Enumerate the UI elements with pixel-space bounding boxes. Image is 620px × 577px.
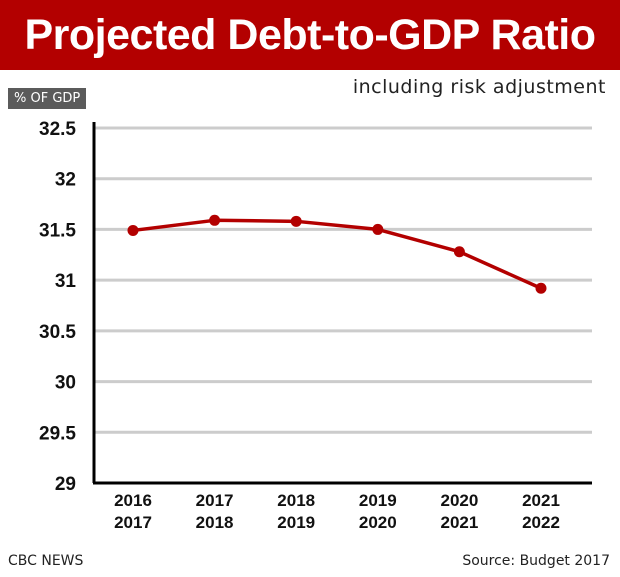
x-tick-label: 2017 2018: [196, 491, 234, 532]
data-point: [209, 214, 221, 226]
data-point: [127, 224, 139, 236]
data-point: [453, 246, 465, 258]
y-tick-label: 30: [55, 373, 76, 394]
title-bar: Projected Debt-to-GDP Ratio: [0, 0, 620, 70]
axes: [92, 122, 592, 485]
data-point: [535, 282, 547, 294]
series-line: [132, 218, 542, 290]
y-tick-label: 31.5: [39, 220, 76, 241]
y-tick-label: 29.5: [39, 423, 76, 444]
x-tick-label: 2018 2019: [277, 491, 315, 532]
y-tick-label: 29: [55, 474, 76, 495]
y-tick-label: 31: [55, 271, 77, 292]
y-tick-label: 32: [55, 170, 76, 191]
grid-lines: [94, 126, 592, 434]
y-tick-label: 32.5: [39, 119, 76, 140]
x-tick-label: 2021 2022: [522, 491, 560, 532]
source-note: Source: Budget 2017: [462, 553, 610, 569]
data-series: [127, 214, 547, 294]
x-tick-labels: 2016 2017 2017 2018 2018 2019 2019 2020 2020 2021…: [114, 491, 560, 532]
y-axis-unit-label: % OF GDP: [8, 88, 87, 109]
x-tick-label: 2019 2020: [359, 491, 397, 532]
chart-title: Projected Debt-to-GDP Ratio: [24, 10, 596, 59]
x-tick-label: 2020 2021: [440, 491, 478, 532]
data-point: [372, 223, 384, 235]
data-point: [290, 215, 302, 227]
x-tick-label: 2016 2017: [114, 491, 152, 532]
y-tick-label: 30.5: [39, 322, 76, 343]
chart-subtitle: including risk adjustment: [352, 76, 606, 98]
news-credit: CBC NEWS: [8, 553, 84, 569]
y-tick-labels: 32.5 32 31.5 31 30.5 30 29.5 29: [39, 119, 76, 495]
